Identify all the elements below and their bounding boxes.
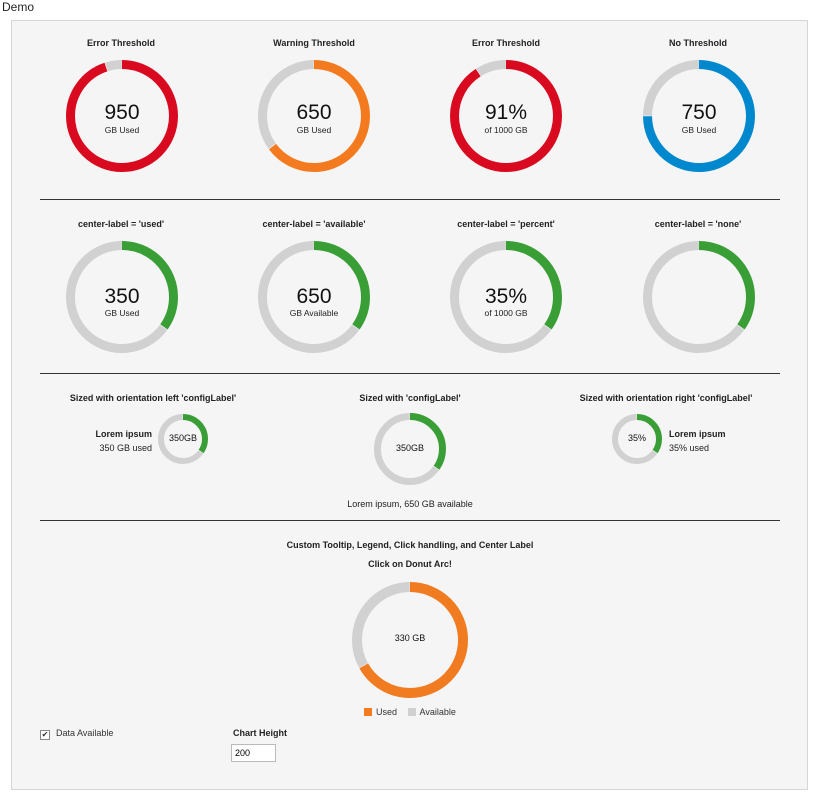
donut-arc-used[interactable] <box>158 414 208 464</box>
donut-chart[interactable]: 950 GB Used <box>66 60 178 172</box>
center-label: of 1000 GB <box>484 125 528 135</box>
donut-svg <box>450 60 562 172</box>
chart-height-label: Chart Height <box>233 728 287 738</box>
center-value: 350 <box>104 285 140 308</box>
donut-arc-available[interactable] <box>374 413 446 485</box>
center-value: 750 <box>681 101 717 124</box>
divider <box>40 199 780 200</box>
donut-arc-available[interactable] <box>66 241 178 353</box>
page-title: Demo <box>2 0 35 14</box>
center-text: 35% <box>627 433 646 443</box>
config-label-title: Lorem ipsum <box>95 429 152 439</box>
center-value: 650 <box>296 101 332 124</box>
donut-chart[interactable]: 650 GB Used <box>258 60 370 172</box>
data-available-row: ✔ Data Available <box>40 728 113 740</box>
center-value: 91% <box>484 101 528 124</box>
chart-title: Error Threshold <box>471 38 541 48</box>
donut-arc-used[interactable] <box>352 582 468 698</box>
donut-svg <box>643 241 755 353</box>
chart-title: Sized with orientation left 'configLabel… <box>69 393 237 403</box>
donut-arc-used[interactable] <box>374 413 446 485</box>
donut-arc-used[interactable] <box>612 414 662 464</box>
donut-arc-used[interactable] <box>450 60 562 172</box>
donut-chart[interactable]: 350GB <box>374 413 446 485</box>
data-available-checkbox[interactable]: ✔ <box>40 730 50 740</box>
donut-svg <box>66 60 178 172</box>
donut-svg <box>374 413 446 485</box>
config-label-title: Lorem ipsum <box>669 429 726 439</box>
legend-label: Used <box>376 707 398 717</box>
center-label: GB Used <box>104 308 140 318</box>
chart-title: Sized with orientation right 'configLabe… <box>579 393 753 403</box>
legend-swatch <box>407 708 416 716</box>
chart-title: No Threshold <box>669 38 727 48</box>
donut-chart[interactable]: 35% <box>612 414 662 464</box>
donut-chart[interactable]: 91% of 1000 GB <box>450 60 562 172</box>
center-value: 950 <box>104 101 140 124</box>
donut-chart[interactable] <box>643 241 755 353</box>
donut-arc-used[interactable] <box>66 60 178 172</box>
chart-height-input[interactable] <box>231 744 276 762</box>
center-value: 35% <box>484 285 528 308</box>
donut-chart[interactable]: 350 GB Used <box>66 241 178 353</box>
donut-svg <box>352 582 468 698</box>
donut-svg <box>258 241 370 353</box>
config-label-text: 35% used <box>669 443 710 453</box>
donut-chart[interactable]: 35% of 1000 GB <box>450 241 562 353</box>
center-label: GB Used <box>104 125 140 135</box>
config-label-text: 350 GB used <box>99 443 152 453</box>
donut-arc-used[interactable] <box>643 60 755 172</box>
donut-arc-used[interactable] <box>258 60 370 172</box>
donut-svg <box>643 60 755 172</box>
chart-title: Sized with 'configLabel' <box>359 393 461 403</box>
donut-svg <box>450 241 562 353</box>
divider <box>40 520 780 521</box>
chart-title: Error Threshold <box>86 38 156 48</box>
data-available-label: Data Available <box>56 728 114 738</box>
donut-chart[interactable]: 350GB <box>158 414 208 464</box>
config-label: Lorem ipsum 35% used <box>669 429 726 453</box>
center-value: 650 <box>296 285 332 308</box>
donut-chart[interactable]: 650 GB Available <box>258 241 370 353</box>
center-text: 350GB <box>395 443 425 453</box>
donut-chart[interactable]: 750 GB Used <box>643 60 755 172</box>
chart-legend: Used Available <box>364 707 464 717</box>
donut-arc-available[interactable] <box>643 241 755 353</box>
demo-panel <box>11 20 808 790</box>
donut-arc-available[interactable] <box>450 241 562 353</box>
donut-svg <box>258 60 370 172</box>
legend-swatch <box>364 708 372 716</box>
center-label: GB Used <box>296 125 332 135</box>
donut-arc-used[interactable] <box>258 241 370 353</box>
chart-title: center-label = 'used' <box>77 219 165 229</box>
donut-arc-available[interactable] <box>258 241 370 353</box>
legend-label: Available <box>419 707 456 717</box>
donut-arc-available[interactable] <box>258 60 370 172</box>
chart-title: Warning Threshold <box>273 38 355 48</box>
donut-chart[interactable]: 330 GB <box>352 582 468 698</box>
chart-title: center-label = 'none' <box>654 219 742 229</box>
chart-title: Custom Tooltip, Legend, Click handling, … <box>286 540 534 550</box>
center-label: of 1000 GB <box>484 308 528 318</box>
center-text: 330 GB <box>394 633 426 643</box>
config-label-text: Lorem ipsum, 650 GB available <box>347 499 473 509</box>
chart-title: center-label = 'percent' <box>457 219 555 229</box>
donut-svg <box>66 241 178 353</box>
config-label: Lorem ipsum 350 GB used <box>92 429 152 453</box>
donut-arc-available[interactable] <box>352 582 468 698</box>
center-label: GB Available <box>289 308 339 318</box>
divider <box>40 373 780 374</box>
donut-svg <box>612 414 662 464</box>
legend-item-used[interactable]: Used <box>364 707 397 717</box>
donut-arc-used[interactable] <box>643 241 755 353</box>
donut-arc-used[interactable] <box>450 241 562 353</box>
chart-subtitle: Click on Donut Arc! <box>368 559 452 569</box>
center-text: 350GB <box>168 433 198 443</box>
chart-title: center-label = 'available' <box>262 219 366 229</box>
center-label: GB Used <box>681 125 717 135</box>
legend-item-available[interactable]: Available <box>407 707 456 717</box>
donut-arc-used[interactable] <box>66 241 178 353</box>
donut-svg <box>158 414 208 464</box>
